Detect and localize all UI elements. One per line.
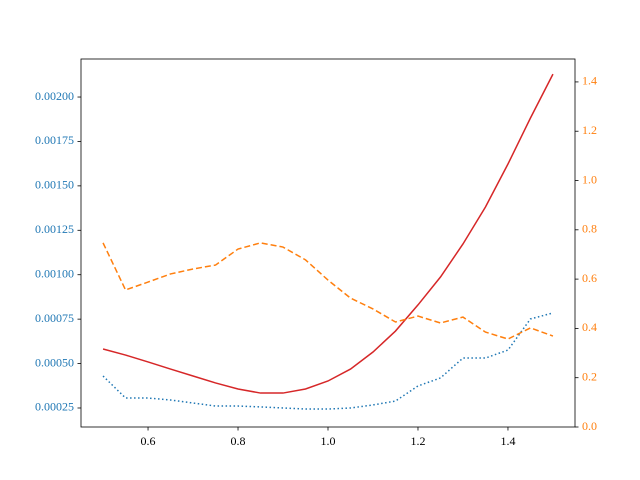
y2-tick-label: 1.2 — [582, 123, 597, 137]
x-tick-label: 0.8 — [231, 434, 246, 448]
y-tick-label: 0.00050 — [35, 355, 74, 369]
y-tick-label: 0.00125 — [35, 222, 74, 236]
x-tick-label: 0.6 — [141, 434, 156, 448]
y2-tick-label: 1.4 — [582, 74, 597, 88]
y2-tick-label: 0.4 — [582, 320, 597, 334]
y-tick-label: 0.00100 — [35, 266, 74, 280]
y2-tick-label: 0.0 — [582, 419, 597, 433]
y-tick-label: 0.00075 — [35, 311, 74, 325]
x-tick-label: 1.0 — [321, 434, 336, 448]
series-line — [102, 312, 554, 410]
y2-tick-label: 0.6 — [582, 271, 597, 285]
x-tick-label: 1.2 — [410, 434, 425, 448]
y-tick-label: 0.00175 — [35, 133, 74, 147]
y2-tick-label: 1.0 — [582, 172, 597, 186]
series-line — [102, 242, 554, 340]
plot-frame — [80, 58, 576, 428]
y2-tick-label: 0.2 — [582, 369, 597, 383]
y-tick-label: 0.00150 — [35, 178, 74, 192]
y-tick-label: 0.00200 — [35, 89, 74, 103]
y2-tick-label: 0.8 — [582, 222, 597, 236]
x-tick-label: 1.4 — [500, 434, 515, 448]
series-line — [102, 73, 554, 394]
y-tick-label: 0.00025 — [35, 400, 74, 414]
